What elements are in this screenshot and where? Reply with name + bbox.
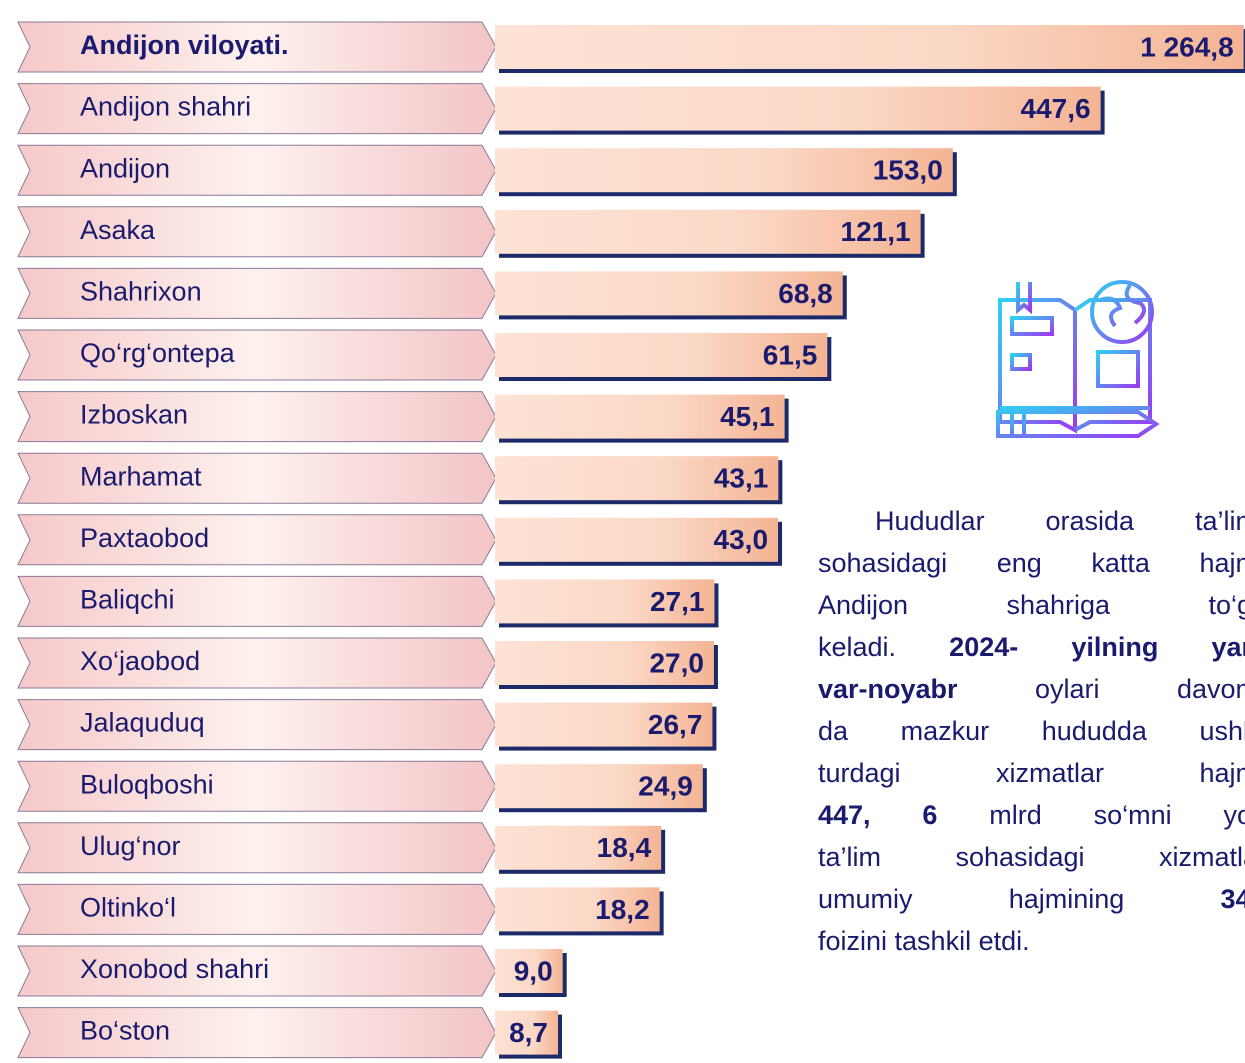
- value-label: 68,8: [778, 278, 833, 309]
- value-label: 9,0: [514, 955, 553, 986]
- label-ribbon: [17, 575, 497, 627]
- category-label: Bo‘ston: [80, 1016, 170, 1046]
- category-label: Paxtaobod: [80, 523, 209, 553]
- category-label: Marhamat: [80, 461, 202, 491]
- label-ribbon: [17, 883, 497, 935]
- text-segment: umumiy hajmining: [818, 884, 1221, 914]
- text-line: Andijon shahriga to‘g‘: [818, 584, 1245, 626]
- text-segment: Andijon shahriga to‘g‘: [818, 590, 1245, 620]
- category-label: Jalaquduq: [80, 708, 205, 738]
- description: Hududlar orasida ta’lim sohasidagi eng ka…: [818, 500, 1245, 1040]
- category-label: Andijon: [80, 153, 170, 183]
- label-ribbon: [17, 1007, 497, 1059]
- label-ribbon: [17, 637, 497, 689]
- text-line: umumiy hajmining 34,: [818, 878, 1245, 920]
- text-segment: mlrd so‘mni yol: [937, 800, 1245, 830]
- category-label: Oltinko‘l: [80, 893, 176, 923]
- text-line: keladi. 2024- yilning yan: [818, 626, 1245, 668]
- text-line: sohasidagi eng katta hajm: [818, 542, 1245, 584]
- value-label: 24,9: [638, 771, 693, 802]
- label-ribbon: [17, 83, 497, 135]
- bar: [495, 25, 1244, 69]
- category-label: Izboskan: [80, 400, 188, 430]
- bar: [495, 333, 828, 377]
- value-label: 45,1: [720, 401, 775, 432]
- label-ribbon: [17, 329, 497, 381]
- category-label: Baliqchi: [80, 585, 175, 615]
- category-label: Ulug‘nor: [80, 831, 181, 861]
- label-ribbon: [17, 945, 497, 997]
- value-label: 447,6: [1021, 93, 1091, 124]
- bar: [495, 148, 953, 193]
- value-label: 18,2: [595, 894, 650, 925]
- text-line: Hududlar orasida ta’lim: [818, 500, 1245, 542]
- category-label: Shahrixon: [80, 277, 202, 307]
- value-label: 27,1: [650, 586, 705, 617]
- category-label: Andijon shahri: [80, 92, 251, 122]
- text-segment: 447, 6: [818, 800, 938, 830]
- value-label: 43,0: [714, 524, 769, 555]
- text-segment: da mazkur hududda ushb: [818, 716, 1245, 746]
- text-line: ta’lim sohasidagi xizmatla: [818, 836, 1245, 878]
- value-label: 1 264,8: [1140, 31, 1233, 62]
- text-segment: Hududlar orasida ta’lim: [875, 506, 1245, 536]
- category-label: Xonobod shahri: [80, 954, 269, 984]
- value-label: 27,0: [649, 647, 704, 678]
- value-label: 18,4: [597, 832, 652, 863]
- bar: [495, 579, 715, 624]
- text-segment: foizini tashkil etdi.: [818, 926, 1030, 956]
- bar: [495, 209, 921, 254]
- value-label: 43,1: [714, 463, 769, 494]
- label-ribbon: [17, 822, 497, 874]
- label-ribbon: [17, 21, 497, 73]
- category-label: Andijon viloyati.: [80, 30, 289, 60]
- bar: [495, 887, 660, 932]
- label-ribbon: [17, 452, 497, 504]
- text-segment: 34,: [1220, 884, 1245, 914]
- text-line: turdagi xizmatlar hajm: [818, 752, 1245, 794]
- category-label: Xo‘jaobod: [80, 646, 200, 676]
- text-segment: ta’lim sohasidagi xizmatla: [818, 842, 1245, 872]
- text-line: foizini tashkil etdi.: [818, 920, 1245, 962]
- bar: [495, 702, 713, 747]
- text-segment: turdagi xizmatlar hajm: [818, 758, 1245, 788]
- text-segment: 2024- yilning yan: [949, 632, 1245, 662]
- text-segment: var-noyabr: [818, 674, 958, 704]
- bar: [495, 825, 662, 870]
- label-ribbon: [17, 144, 497, 196]
- bar: [495, 271, 843, 316]
- value-label: 26,7: [648, 709, 703, 740]
- value-label: 8,7: [509, 1017, 548, 1048]
- label-ribbon: [17, 391, 497, 443]
- text-segment: keladi.: [818, 632, 950, 662]
- text-line: 447, 6 mlrd so‘mni yol: [818, 794, 1245, 836]
- bar: [495, 456, 779, 501]
- text-line: da mazkur hududda ushb: [818, 710, 1245, 752]
- book-icon: [996, 280, 1160, 438]
- label-ribbon: [17, 206, 497, 258]
- bar: [495, 641, 714, 685]
- category-label: Qo‘rg‘ontepa: [80, 338, 236, 368]
- category-label: Asaka: [80, 215, 156, 245]
- text-segment: oylari davom: [957, 674, 1245, 704]
- label-ribbon: [17, 699, 497, 751]
- bar: [495, 764, 703, 809]
- label-ribbon: [17, 514, 497, 566]
- bar: [495, 394, 785, 439]
- text-segment: sohasidagi eng katta hajm: [818, 548, 1245, 578]
- value-label: 61,5: [763, 339, 818, 370]
- value-label: 153,0: [873, 155, 943, 186]
- value-label: 121,1: [841, 216, 911, 247]
- bar: [495, 517, 779, 562]
- label-ribbon: [17, 267, 497, 319]
- bar: [495, 949, 563, 993]
- bar: [495, 86, 1101, 131]
- category-label: Buloqboshi: [80, 769, 214, 799]
- bar: [495, 1010, 559, 1055]
- label-ribbon: [17, 760, 497, 812]
- text-line: var-noyabr oylari davom: [818, 668, 1245, 710]
